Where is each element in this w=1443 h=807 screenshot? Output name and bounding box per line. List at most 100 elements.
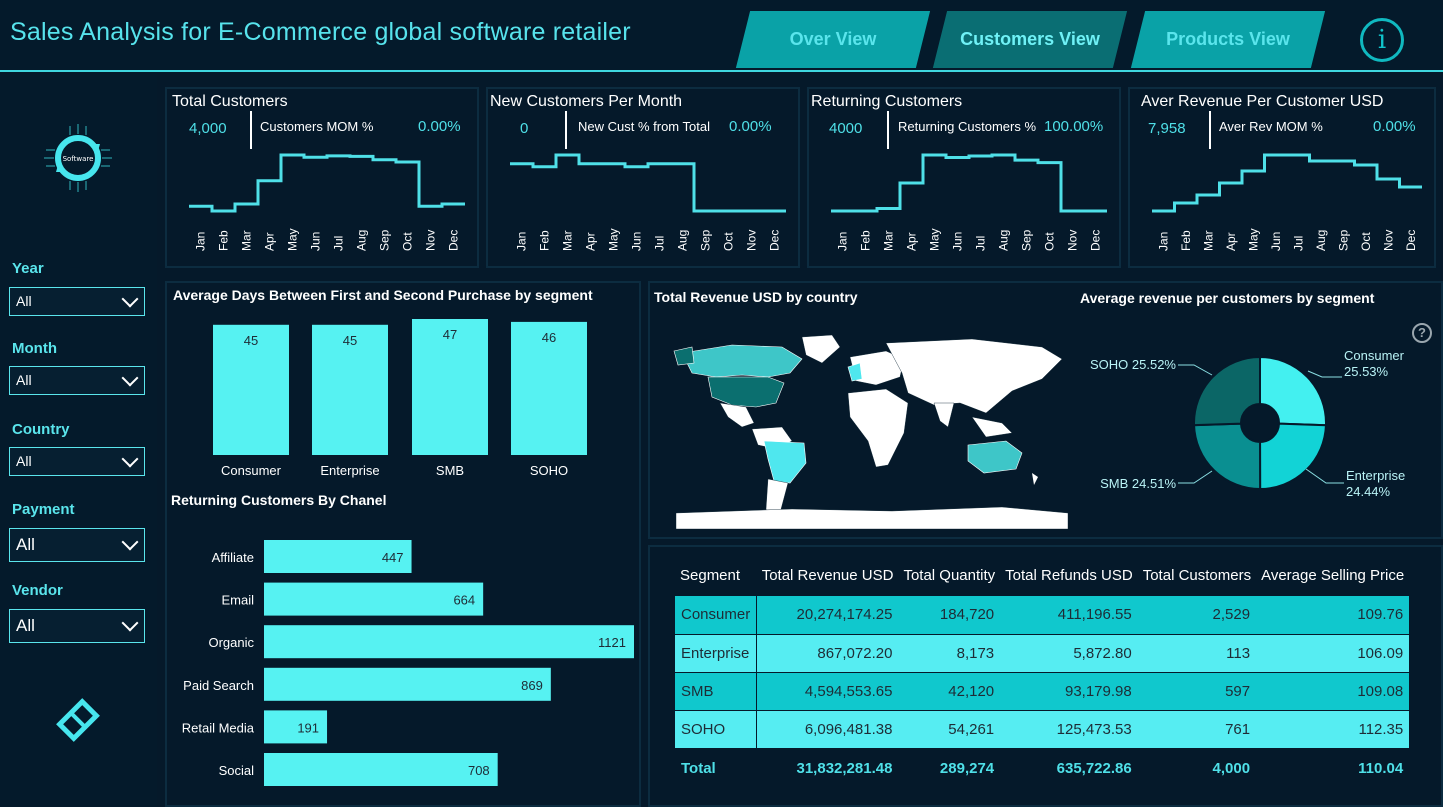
table-cell: 20,274,174.25 bbox=[756, 596, 899, 635]
kpi-step-line bbox=[831, 153, 1107, 213]
tab-over-view[interactable]: Over View bbox=[735, 11, 931, 68]
month-tick-label: May bbox=[1246, 228, 1260, 251]
month-tick-label: Oct bbox=[1043, 232, 1057, 251]
year-label: Year bbox=[12, 260, 44, 277]
table-row[interactable]: SOHO 6,096,481.38 54,261 125,473.53 761 … bbox=[675, 710, 1410, 749]
logo-text: Software bbox=[63, 155, 94, 163]
kpi-divider bbox=[887, 111, 889, 149]
kpi-step-line-chart: Jan Feb Mar Apr May Jun Jul Aug Sep Oct Nov Dec bbox=[831, 153, 1107, 251]
donut-slice-smb[interactable] bbox=[1193, 422, 1262, 491]
donut-slice-enterprise[interactable] bbox=[1259, 422, 1327, 491]
kpi-sub-value: 0.00% bbox=[729, 118, 772, 135]
tab-products-view[interactable]: Products View bbox=[1130, 11, 1326, 68]
donut-slice-soho[interactable] bbox=[1193, 355, 1261, 427]
month-tick-label: Jan bbox=[515, 232, 529, 251]
donut-slice-consumer[interactable] bbox=[1259, 355, 1327, 427]
month-dropdown[interactable]: All bbox=[9, 366, 145, 395]
col-header[interactable]: Average Selling Price bbox=[1261, 566, 1405, 584]
header-bar: Sales Analysis for E-Commerce global sof… bbox=[0, 0, 1443, 72]
month-tick-label: May bbox=[607, 228, 621, 251]
bar-paid-search[interactable] bbox=[264, 667, 551, 701]
month-tick-label: Dec bbox=[447, 230, 461, 251]
bar-category-label: Paid Search bbox=[183, 678, 254, 693]
vendor-value: All bbox=[16, 616, 35, 635]
returning-by-channel-title: Returning Customers By Chanel bbox=[171, 492, 387, 508]
donut-label-smb: SMB 24.51% bbox=[1100, 476, 1176, 491]
bar-affiliate[interactable] bbox=[264, 540, 412, 573]
table-cell: 4,000 bbox=[1212, 759, 1251, 777]
donut-label-enterprise: 24.44% bbox=[1346, 484, 1391, 499]
month-tick-label: Jun bbox=[630, 232, 644, 251]
bar-smb[interactable] bbox=[412, 319, 488, 455]
bar-value-label: 45 bbox=[343, 333, 357, 348]
month-tick-label: Jul bbox=[332, 236, 346, 251]
month-tick-label: Feb bbox=[538, 230, 552, 251]
year-dropdown[interactable]: All bbox=[9, 287, 145, 316]
table-cell: Total bbox=[681, 759, 716, 777]
segment-channel-panel: Average Days Between First and Second Pu… bbox=[165, 281, 641, 807]
month-tick-label: Nov bbox=[424, 230, 438, 251]
table-cell: 411,196.55 bbox=[1000, 596, 1138, 635]
month-tick-label: Feb bbox=[859, 230, 873, 251]
bar-value-label: 191 bbox=[297, 720, 319, 735]
vendor-dropdown[interactable]: All bbox=[9, 609, 145, 643]
table-row[interactable]: Consumer 20,274,174.25 184,720 411,196.5… bbox=[675, 596, 1410, 635]
bar-social[interactable] bbox=[264, 753, 498, 786]
month-tick-label: Dec bbox=[1404, 230, 1418, 251]
month-tick-label: Apr bbox=[584, 232, 598, 251]
kpi-step-line bbox=[1152, 153, 1422, 213]
month-tick-label: Sep bbox=[699, 229, 713, 251]
col-header[interactable]: Segment bbox=[680, 566, 741, 584]
map-region-brazil bbox=[763, 440, 807, 484]
bar-soho[interactable] bbox=[511, 321, 587, 455]
bar-category-label: Enterprise bbox=[320, 463, 379, 478]
bar-retail-media[interactable] bbox=[264, 710, 328, 744]
bar-category-label: Retail Media bbox=[182, 720, 255, 735]
month-tick-label: Jan bbox=[836, 232, 850, 251]
map-region-antarctica bbox=[675, 506, 1069, 530]
tab-customers-view[interactable]: Customers View bbox=[932, 11, 1128, 68]
col-header[interactable]: Total Refunds USD bbox=[1005, 566, 1133, 584]
bar-value-label: 46 bbox=[542, 330, 556, 345]
month-tick-label: Mar bbox=[240, 230, 254, 251]
month-value: All bbox=[16, 372, 32, 388]
bar-email[interactable] bbox=[264, 582, 484, 616]
table-total-row: Total 31,832,281.48 289,274 635,722.86 4… bbox=[675, 748, 1409, 788]
bar-value-label: 1121 bbox=[598, 635, 626, 650]
bar-organic[interactable] bbox=[264, 625, 634, 659]
table-cell: 8,173 bbox=[898, 634, 1001, 673]
kpi-title: Total Customers bbox=[172, 93, 288, 110]
table-cell: Consumer bbox=[675, 596, 758, 635]
bar-enterprise[interactable] bbox=[312, 324, 388, 455]
kpi-sub-label: Aver Rev MOM % bbox=[1219, 119, 1323, 134]
col-header[interactable]: Total Quantity bbox=[903, 566, 996, 584]
table-row[interactable]: Enterprise 867,072.20 8,173 5,872.80 113… bbox=[675, 634, 1410, 673]
map-title: Total Revenue USD by country bbox=[654, 289, 858, 305]
kpi-value: 7,958 bbox=[1148, 120, 1186, 137]
help-icon[interactable]: ? bbox=[1412, 323, 1432, 343]
country-dropdown[interactable]: All bbox=[9, 447, 145, 476]
payment-dropdown[interactable]: All bbox=[9, 528, 145, 562]
month-tick-label: Jun bbox=[309, 232, 323, 251]
chevron-down-icon bbox=[121, 450, 139, 467]
kpi-value: 0 bbox=[520, 120, 529, 137]
table-row[interactable]: SMB 4,594,553.65 42,120 93,179.98 597 10… bbox=[675, 672, 1410, 711]
col-header[interactable]: Total Revenue USD bbox=[761, 566, 894, 584]
month-tick-label: Apr bbox=[905, 232, 919, 251]
bar-category-label: Organic bbox=[208, 635, 254, 650]
month-tick-label: Oct bbox=[1359, 232, 1373, 251]
col-header[interactable]: Total Customers bbox=[1142, 566, 1252, 584]
kpi-divider bbox=[565, 111, 567, 149]
table-cell: 112.35 bbox=[1256, 710, 1410, 749]
month-tick-label: Sep bbox=[1020, 229, 1034, 251]
bar-consumer[interactable] bbox=[213, 324, 289, 455]
month-tick-label: Jul bbox=[1291, 236, 1305, 251]
year-value: All bbox=[16, 293, 32, 309]
chevron-down-icon bbox=[121, 290, 139, 307]
info-icon[interactable]: i bbox=[1360, 18, 1404, 62]
month-tick-label: Jan bbox=[194, 232, 208, 251]
kpi-returning-customers: Returning Customers 4000 Returning Custo… bbox=[807, 87, 1121, 268]
month-label: Month bbox=[12, 340, 57, 357]
bar-value-label: 45 bbox=[244, 333, 258, 348]
